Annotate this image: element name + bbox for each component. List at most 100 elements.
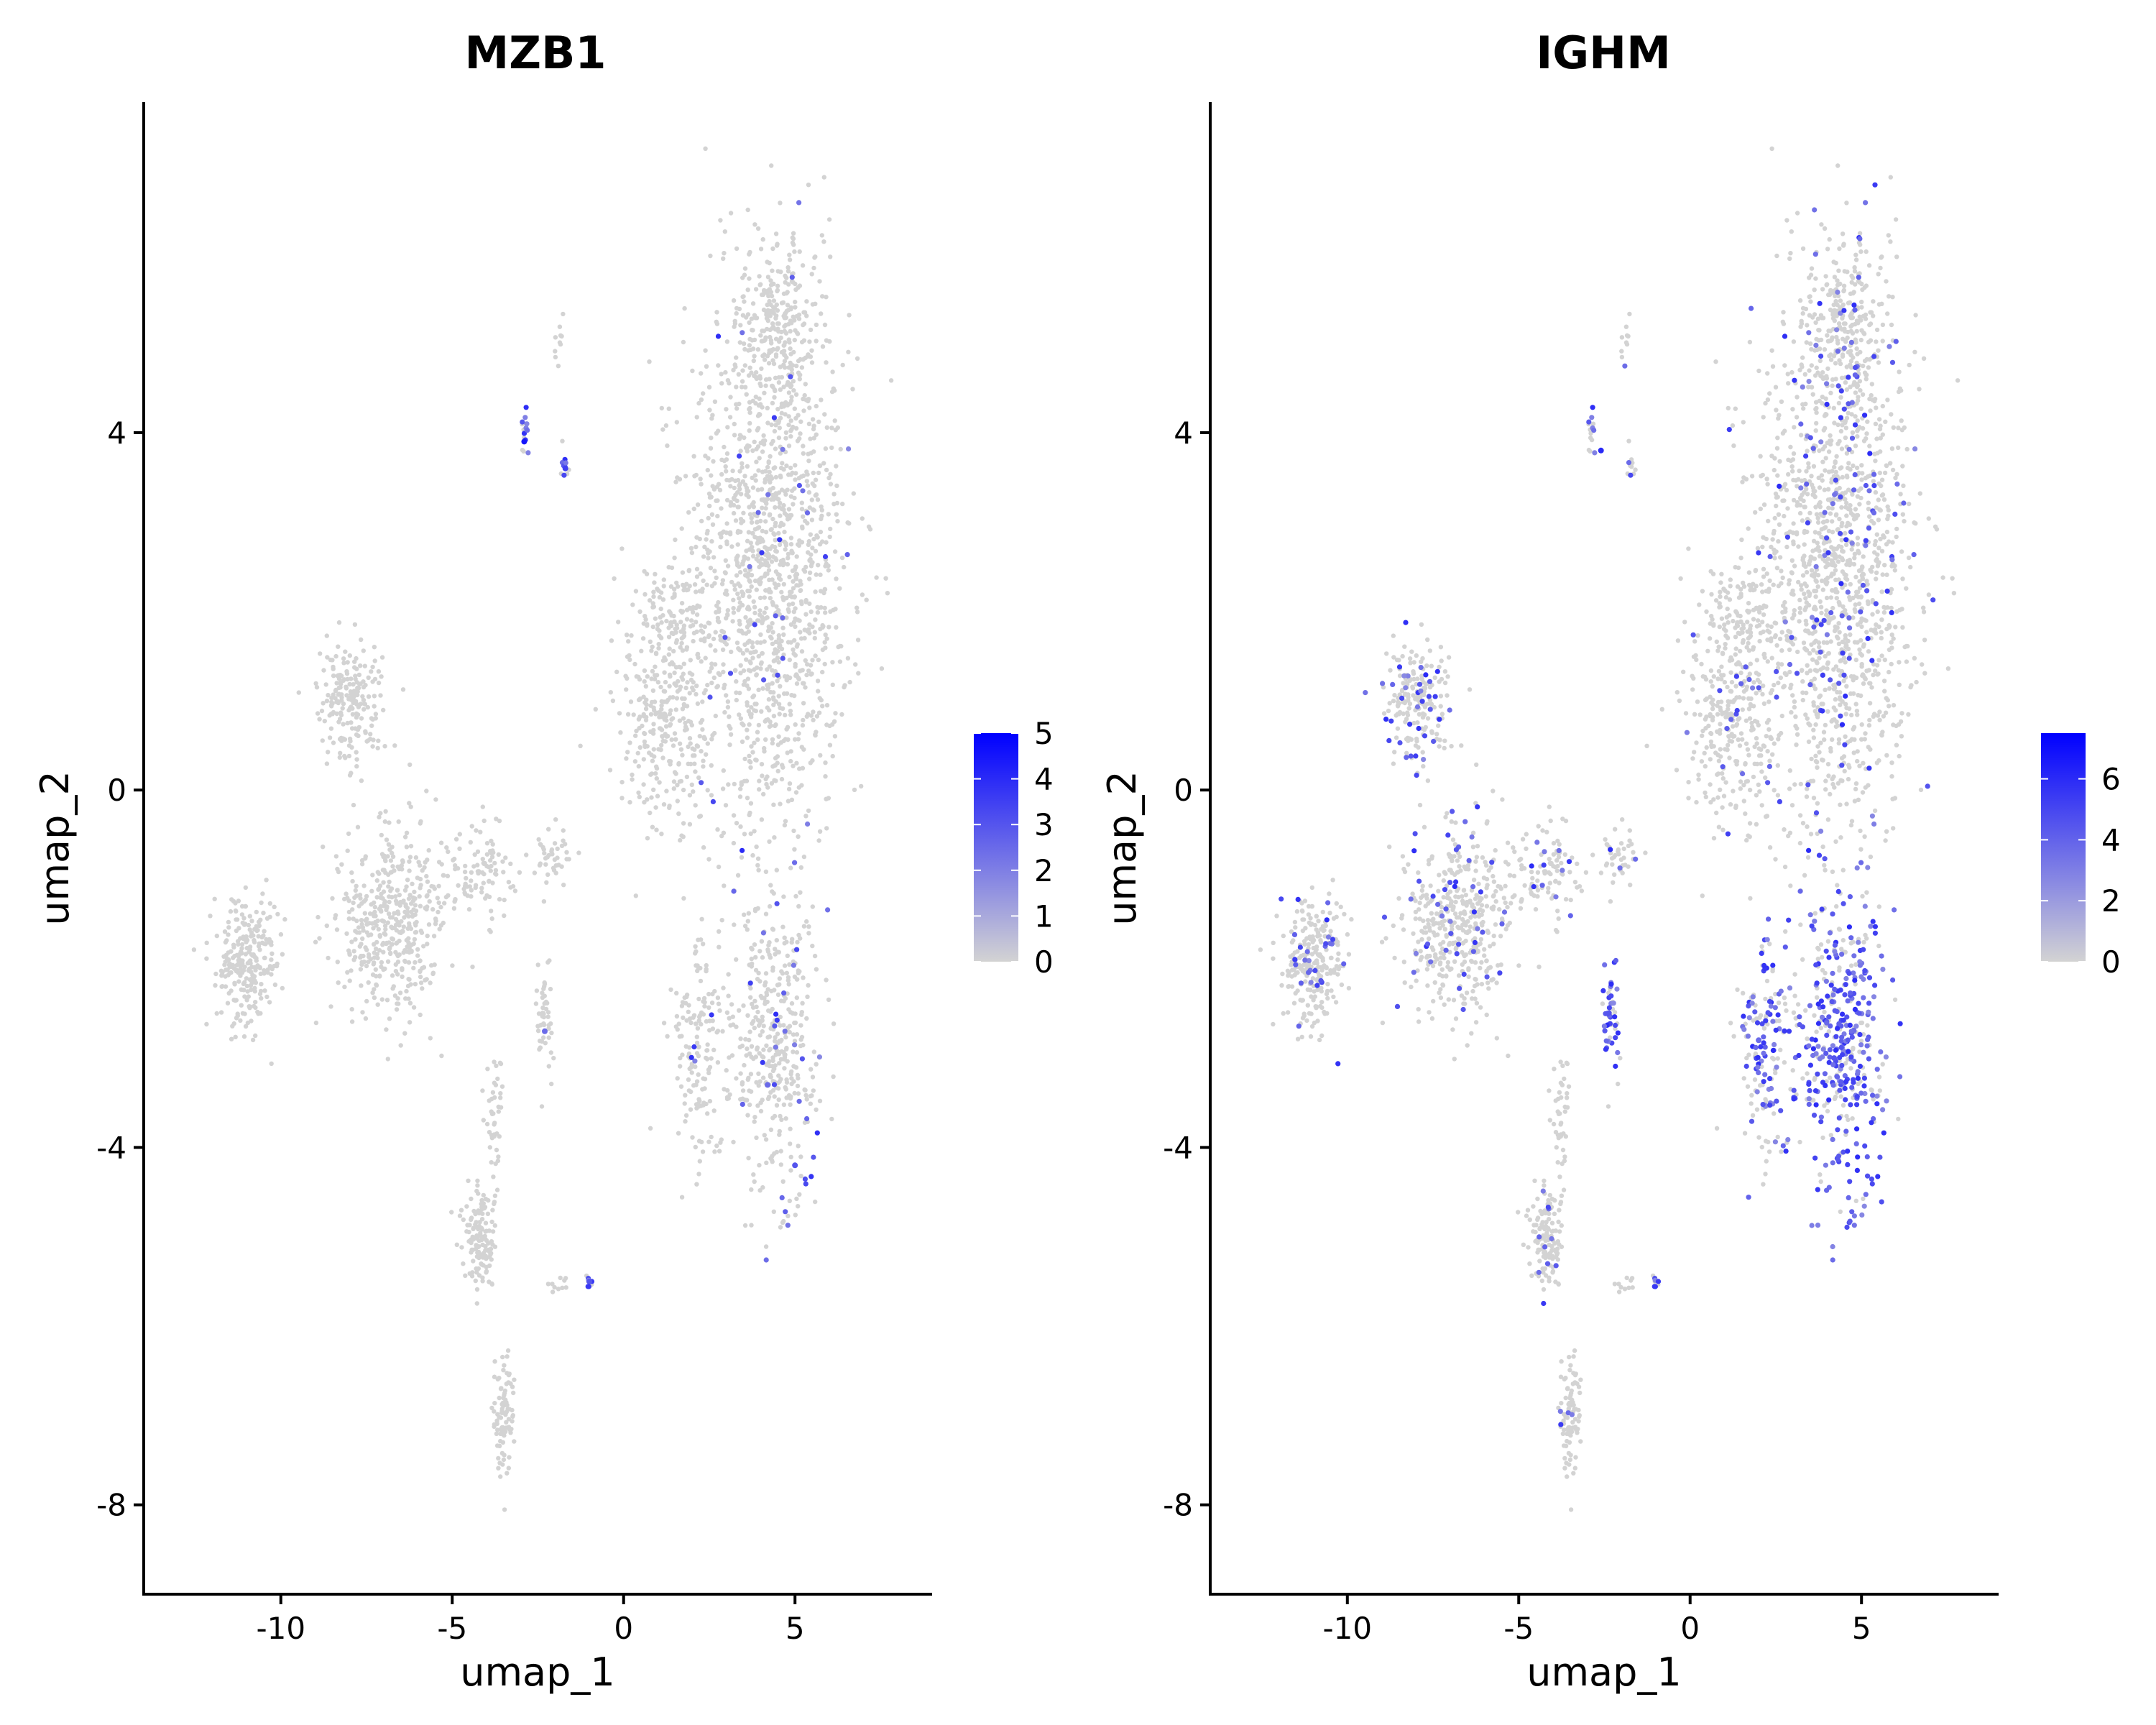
cell-point	[655, 680, 661, 685]
cell-point	[773, 952, 778, 957]
cell-point	[838, 446, 843, 452]
cell-point	[770, 668, 775, 673]
cell-point	[1907, 501, 1912, 507]
cell-point	[788, 512, 794, 518]
cell-point	[1854, 465, 1860, 471]
cell-point	[779, 410, 785, 415]
cell-point	[750, 1021, 755, 1026]
cell-point	[359, 983, 364, 988]
cell-point	[1836, 737, 1842, 742]
cell-point	[768, 883, 773, 888]
cell-point	[1775, 763, 1780, 768]
cell-point	[692, 582, 698, 587]
cell-point	[479, 886, 484, 891]
cell-point	[728, 732, 734, 737]
cell-point	[475, 1183, 480, 1188]
cell-point-expressed	[731, 888, 737, 894]
cell-point	[253, 1033, 258, 1039]
cell-point	[233, 1034, 238, 1040]
cell-point	[1824, 595, 1830, 601]
cell-point	[753, 370, 759, 375]
cell-point	[1848, 511, 1854, 516]
cell-point	[387, 879, 392, 885]
cell-point	[364, 947, 369, 952]
cell-point	[1821, 730, 1827, 735]
cell-point	[715, 827, 720, 832]
cell-point	[824, 826, 829, 831]
cell-point	[773, 336, 779, 341]
cell-point	[1765, 659, 1770, 664]
cell-point	[650, 668, 655, 674]
cell-point	[502, 897, 507, 903]
cell-point	[699, 937, 704, 942]
cell-point	[794, 1032, 800, 1037]
cell-point	[1779, 648, 1784, 653]
cell-point	[756, 653, 761, 659]
cell-point	[822, 661, 827, 667]
cell-point	[561, 828, 566, 833]
cell-point	[1808, 832, 1814, 837]
cell-point	[707, 669, 712, 674]
cell-point	[1836, 740, 1841, 746]
cell-point	[768, 334, 773, 340]
cell-point	[1798, 433, 1804, 438]
cell-point	[648, 703, 653, 708]
cell-point	[674, 696, 680, 701]
cell-point	[361, 697, 367, 703]
cell-point	[747, 365, 752, 370]
cell-point	[1818, 599, 1823, 604]
cell-point	[734, 406, 740, 411]
cell-point	[776, 702, 782, 707]
cell-point	[1743, 718, 1749, 723]
cell-point	[753, 1015, 758, 1020]
cell-point	[643, 707, 649, 712]
cell-point	[679, 1003, 685, 1008]
cell-point	[689, 722, 694, 728]
cell-point	[795, 438, 801, 443]
cell-point	[795, 331, 801, 336]
cell-point-expressed	[710, 799, 717, 804]
cell-point	[801, 747, 806, 752]
cell-point	[381, 707, 386, 713]
cell-point	[637, 745, 642, 750]
cell-point	[793, 673, 798, 678]
cell-point	[715, 995, 721, 1000]
cell-point	[1843, 644, 1848, 650]
cell-point	[402, 834, 408, 840]
cell-point	[446, 849, 451, 855]
cell-point	[1825, 487, 1831, 492]
cell-point	[347, 978, 352, 983]
cell-point	[773, 648, 778, 653]
cell-point	[521, 448, 526, 454]
cell-point	[379, 960, 384, 965]
cell-point	[379, 997, 384, 1002]
cell-point	[629, 633, 634, 638]
cell-point	[1858, 847, 1864, 852]
cell-point	[336, 620, 342, 625]
cell-point	[770, 358, 775, 363]
cell-point	[736, 646, 741, 651]
cell-point	[792, 249, 797, 254]
cell-point	[769, 559, 775, 564]
cell-point-expressed	[760, 1059, 765, 1065]
cell-point	[1731, 443, 1736, 448]
cell-point	[778, 1057, 784, 1062]
cell-point	[254, 958, 259, 963]
cell-point	[791, 379, 796, 384]
cell-point	[239, 949, 244, 954]
cell-point	[1836, 577, 1841, 582]
cell-point	[377, 933, 382, 938]
cell-point	[810, 1075, 816, 1080]
cell-point	[1801, 498, 1806, 503]
cell-point	[722, 686, 727, 691]
cell-point	[807, 622, 812, 627]
cell-point	[650, 644, 655, 650]
cell-point	[675, 689, 681, 694]
cell-point	[243, 885, 248, 891]
cell-point	[1776, 661, 1781, 666]
cell-point	[469, 1196, 474, 1202]
cell-point	[540, 990, 545, 995]
cell-point	[469, 870, 474, 875]
cell-point	[249, 934, 254, 939]
